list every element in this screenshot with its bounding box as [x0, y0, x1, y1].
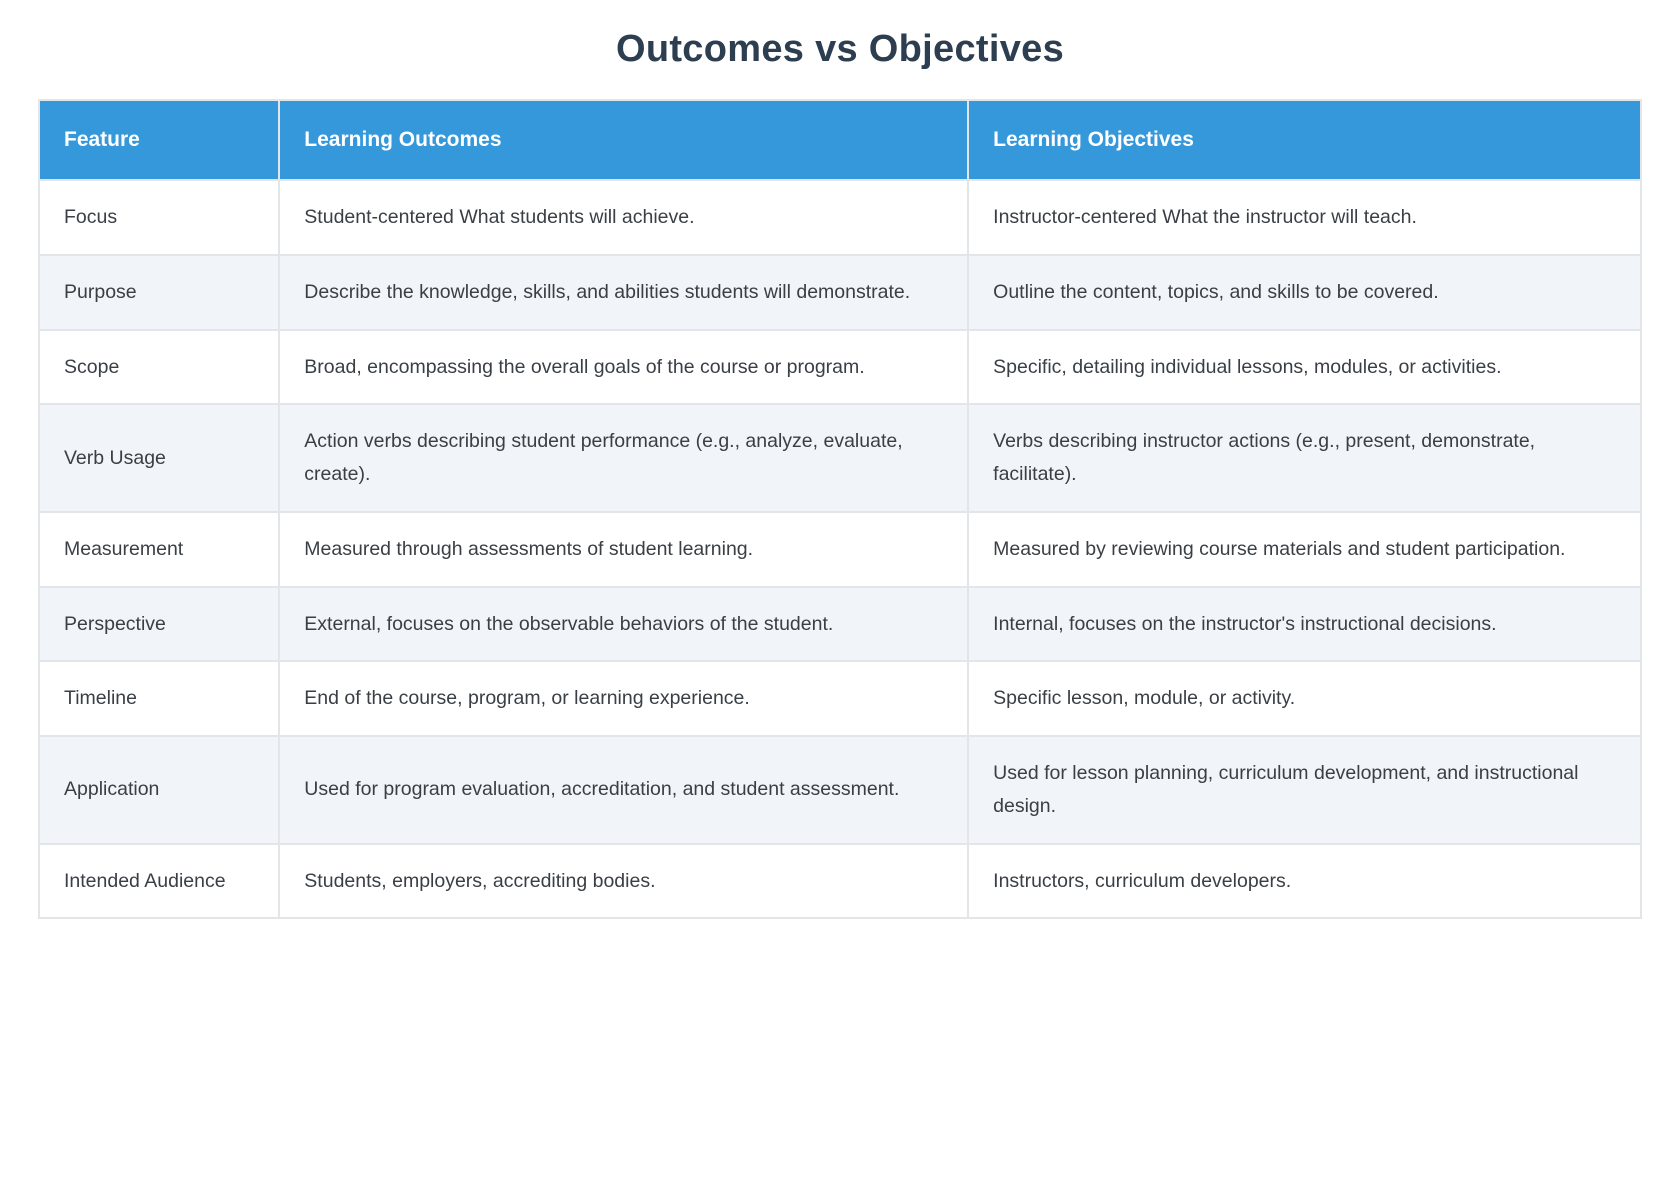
table-row: Perspective External, focuses on the obse… — [37, 585, 1642, 663]
table-row: Application Used for program evaluation, … — [37, 735, 1642, 845]
table-body: Focus Student-centered What students will… — [37, 179, 1642, 920]
objectives-cell: Used for lesson planning, curriculum dev… — [967, 735, 1642, 845]
column-header-learning-outcomes: Learning Outcomes — [278, 99, 970, 181]
feature-cell: Measurement — [37, 510, 281, 588]
outcomes-cell: Broad, encompassing the overall goals of… — [278, 328, 970, 406]
outcomes-cell: Student-centered What students will achi… — [278, 179, 970, 256]
outcomes-cell: Action verbs describing student performa… — [278, 403, 970, 513]
outcomes-cell: External, focuses on the observable beha… — [278, 585, 970, 663]
feature-cell: Focus — [37, 179, 281, 256]
outcomes-cell: End of the course, program, or learning … — [278, 660, 970, 737]
feature-cell: Timeline — [37, 660, 281, 737]
objectives-cell: Measured by reviewing course materials a… — [967, 510, 1642, 588]
feature-cell: Scope — [37, 328, 281, 406]
feature-cell: Perspective — [37, 585, 281, 663]
outcomes-cell: Measured through assessments of student … — [278, 510, 970, 588]
objectives-cell: Instructor-centered What the instructor … — [967, 179, 1642, 256]
objectives-cell: Specific, detailing individual lessons, … — [967, 328, 1642, 406]
column-header-feature: Feature — [37, 99, 281, 181]
table-row: Focus Student-centered What students will… — [37, 179, 1642, 256]
table-row: Purpose Describe the knowledge, skills, a… — [37, 253, 1642, 331]
comparison-table: Feature Learning Outcomes Learning Objec… — [37, 99, 1642, 920]
feature-cell: Application — [37, 735, 281, 845]
page-title: Outcomes vs Objectives — [615, 28, 1065, 70]
objectives-cell: Outline the content, topics, and skills … — [967, 253, 1642, 331]
outcomes-cell: Used for program evaluation, accreditati… — [278, 735, 970, 845]
table-row: Measurement Measured through assessments … — [37, 510, 1642, 588]
table-row: Verb Usage Action verbs describing studen… — [37, 403, 1642, 513]
table-header: Feature Learning Outcomes Learning Objec… — [37, 99, 1642, 181]
objectives-cell: Internal, focuses on the instructor's in… — [967, 585, 1642, 663]
header-row: Feature Learning Outcomes Learning Objec… — [37, 99, 1642, 181]
column-header-learning-objectives: Learning Objectives — [967, 99, 1642, 181]
objectives-cell: Instructors, curriculum developers. — [967, 842, 1642, 920]
outcomes-cell: Describe the knowledge, skills, and abil… — [278, 253, 970, 331]
table-row: Scope Broad, encompassing the overall goa… — [37, 328, 1642, 406]
feature-cell: Intended Audience — [37, 842, 281, 920]
outcomes-cell: Students, employers, accrediting bodies. — [278, 842, 970, 920]
objectives-cell: Specific lesson, module, or activity. — [967, 660, 1642, 737]
table-row: Timeline End of the course, program, or l… — [37, 660, 1642, 737]
objectives-cell: Verbs describing instructor actions (e.g… — [967, 403, 1642, 513]
table-row: Intended Audience Students, employers, ac… — [37, 842, 1642, 920]
feature-cell: Verb Usage — [37, 403, 281, 513]
feature-cell: Purpose — [37, 253, 281, 331]
